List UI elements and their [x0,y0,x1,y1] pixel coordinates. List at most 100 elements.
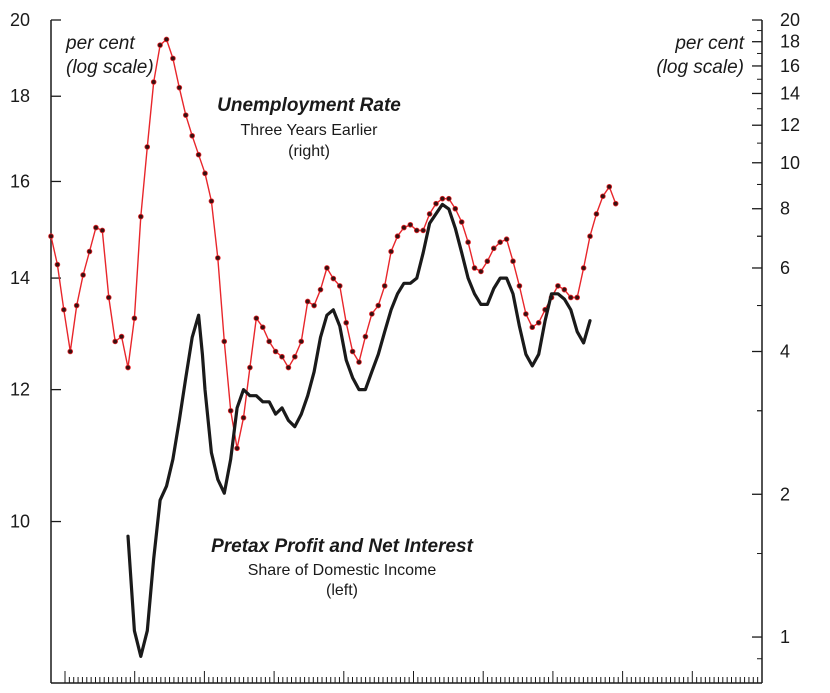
unemployment-point [413,227,420,234]
unemployment-point [497,239,503,246]
unemployment-point [567,294,574,301]
right-tick-label: 2 [780,484,790,504]
left-axis: 10 12 14 16 18 20 [10,10,61,532]
unemployment-point [144,144,151,150]
unemployment-point [227,407,234,414]
unemployment-point [182,112,189,118]
right-tick-label: 1 [780,627,790,647]
unemployment-point [73,302,80,309]
unemployment-point [272,348,279,355]
unemployment-point [439,195,446,202]
profit-share-line [126,202,592,658]
unemployment-point [247,364,253,371]
left-tick-label: 20 [10,10,30,30]
unemployment-point [208,198,215,204]
unemployment-point [285,364,292,371]
unemployment-point [189,132,195,139]
unemployment-point [150,79,157,85]
unemployment-point [490,245,497,252]
unemployment-point [587,233,593,240]
unemployment-point [304,298,311,305]
profit-series-subtitle: Share of Domestic Income [248,562,437,579]
unemployment-point [279,353,285,360]
unemployment-point [561,286,568,293]
unemployment-point [163,36,170,43]
unemployment-point [523,311,529,317]
unemployment-point [510,258,516,265]
unemployment-point [606,183,613,190]
unemployment-point [394,233,401,240]
left-tick-label: 10 [10,512,30,532]
left-tick-label: 16 [10,171,30,191]
unemployment-point [555,283,561,289]
unemployment-point [426,211,433,217]
unemployment-point [356,359,362,365]
unemployment-point [458,219,465,225]
unemployment-point [433,200,439,207]
unemployment-point [157,42,163,48]
unemployment-point [362,333,369,340]
unemployment-point [234,445,240,452]
unemployment-point [170,55,176,62]
unemployment-point [138,213,144,220]
unemployment-point [253,315,260,322]
unemployment-point [202,170,208,177]
unemployment-point [176,84,183,91]
unemployment-point [215,255,221,261]
unemployment-series-axis-note: (right) [288,143,330,160]
unemployment-point [446,195,452,202]
unemployment-point [600,193,606,200]
unemployment-point [48,233,54,240]
unemployment-point [330,275,337,282]
unemployment-point [99,227,106,234]
unemployment-point [317,286,324,293]
left-tick-label: 12 [10,380,30,400]
unemployment-series-subtitle: Three Years Earlier [241,122,379,139]
right-tick-label: 10 [780,153,800,173]
right-tick-label: 14 [780,83,800,103]
profit-series-axis-note: (left) [326,582,358,599]
unemployment-point [343,319,349,326]
unemployment-point [593,211,600,217]
unemployment-point [420,227,426,234]
left-tick-label: 18 [10,86,30,106]
unemployment-point [336,283,343,289]
unemployment-point [452,205,459,212]
unemployment-point [516,283,523,289]
right-tick-label: 18 [780,32,800,52]
unemployment-point [266,338,272,345]
unemployment-point [503,236,510,242]
unemployment-point [465,239,471,246]
unemployment-point [529,324,536,331]
unemployment-point [259,324,266,331]
right-unit-label-line1: per cent [674,33,744,54]
unemployment-series-title: Unemployment Rate [217,95,401,116]
unemployment-point [375,302,382,309]
x-axis [64,671,763,683]
unemployment-point [535,319,542,326]
unemployment-point [86,248,93,255]
unemployment-point [388,248,394,255]
unemployment-point [240,414,247,421]
unemployment-point [407,221,414,228]
unemployment-point [221,338,228,345]
unemployment-point [54,261,61,268]
unemployment-point [369,311,375,317]
unemployment-point [612,200,619,207]
unemployment-point [118,333,125,340]
unemployment-point [324,265,330,271]
unemployment-point [67,348,74,355]
chart-frame [50,20,763,684]
unemployment-point [298,338,305,345]
profit-series-title: Pretax Profit and Net Interest [211,536,474,557]
unemployment-point [195,151,202,158]
unemployment-point [484,258,491,265]
unemployment-point [131,315,138,322]
unemployment-point [125,364,131,371]
left-unit-label-line2: (log scale) [66,57,154,78]
series-layer [48,36,619,658]
right-tick-label: 20 [780,10,800,30]
left-unit-label-line1: per cent [65,33,135,54]
